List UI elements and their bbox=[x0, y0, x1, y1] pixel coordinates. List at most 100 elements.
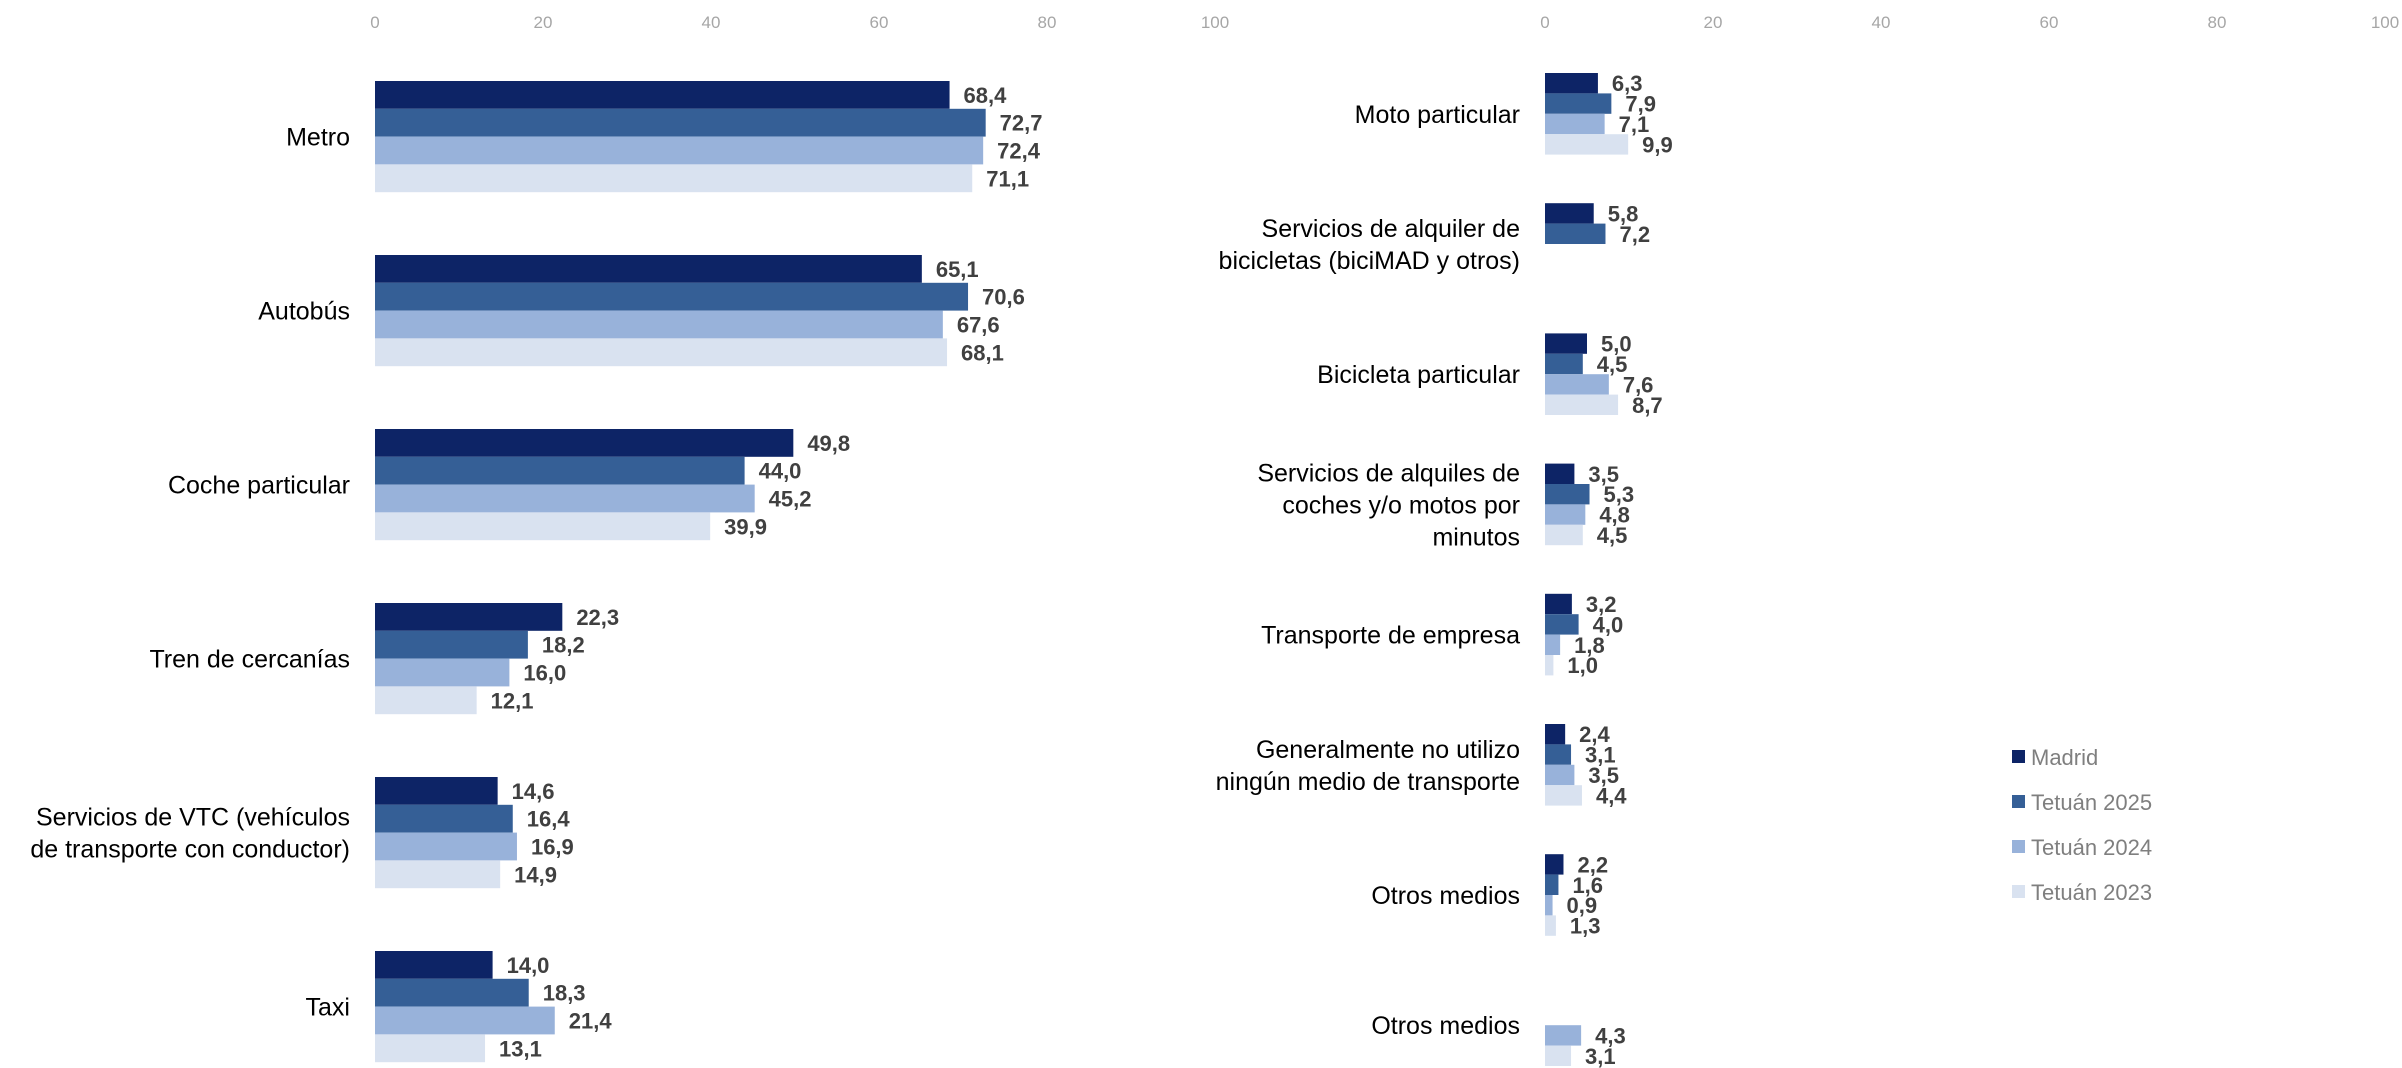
bar bbox=[375, 1034, 486, 1063]
data-label: 1,8 bbox=[1574, 633, 1605, 658]
bar bbox=[1545, 854, 1564, 875]
data-label: 16,9 bbox=[531, 835, 574, 860]
data-label: 6,3 bbox=[1612, 71, 1643, 96]
data-label: 21,4 bbox=[569, 1009, 613, 1034]
x-tick-label: 40 bbox=[702, 13, 721, 32]
bar bbox=[1545, 113, 1605, 135]
data-label: 7,1 bbox=[1619, 112, 1650, 137]
legend-swatch bbox=[2012, 885, 2025, 898]
data-label: 18,2 bbox=[542, 633, 585, 658]
data-label: 18,3 bbox=[543, 981, 586, 1006]
bar bbox=[1545, 353, 1583, 375]
bar bbox=[375, 282, 969, 311]
data-label: 3,5 bbox=[1588, 763, 1619, 788]
bar bbox=[375, 108, 986, 137]
bar bbox=[375, 429, 794, 457]
bar bbox=[375, 136, 984, 165]
bar bbox=[1545, 504, 1586, 525]
data-label: 45,2 bbox=[769, 487, 812, 512]
x-tick-label: 0 bbox=[370, 13, 379, 32]
bar bbox=[375, 456, 745, 485]
data-label: 3,5 bbox=[1588, 462, 1619, 487]
x-tick-label: 20 bbox=[1704, 13, 1723, 32]
x-tick-label: 60 bbox=[870, 13, 889, 32]
bar bbox=[375, 630, 528, 659]
bar bbox=[375, 978, 529, 1007]
data-label: 4,4 bbox=[1596, 783, 1627, 808]
bar bbox=[375, 860, 501, 889]
bar bbox=[1545, 744, 1572, 765]
x-tick-label: 80 bbox=[1038, 13, 1057, 32]
category-label: bicicletas (biciMAD y otros) bbox=[1219, 247, 1520, 275]
bar bbox=[375, 484, 755, 513]
category-label: Moto particular bbox=[1355, 101, 1520, 129]
bar bbox=[1545, 895, 1553, 916]
data-label: 4,0 bbox=[1593, 612, 1624, 637]
bar bbox=[1545, 333, 1587, 354]
legend-swatch bbox=[2012, 840, 2025, 853]
bar bbox=[1545, 374, 1609, 395]
category-label: coches y/o motos por bbox=[1282, 491, 1520, 519]
legend-swatch bbox=[2012, 750, 2025, 763]
data-label: 16,0 bbox=[523, 661, 566, 686]
category-label: Taxi bbox=[306, 994, 350, 1022]
category-label: Servicios de VTC (vehículos bbox=[36, 804, 350, 832]
data-label: 68,1 bbox=[961, 340, 1004, 365]
bar bbox=[375, 338, 948, 367]
data-label: 22,3 bbox=[576, 605, 619, 630]
category-label: Servicios de alquiles de bbox=[1257, 459, 1520, 487]
bar bbox=[1545, 394, 1619, 415]
data-label: 7,9 bbox=[1625, 92, 1656, 117]
category-label: Generalmente no utilizo bbox=[1256, 736, 1520, 764]
data-label: 2,2 bbox=[1577, 852, 1608, 877]
data-label: 14,9 bbox=[514, 862, 557, 887]
data-label: 14,0 bbox=[507, 953, 550, 978]
data-label: 13,1 bbox=[499, 1036, 542, 1061]
data-label: 3,2 bbox=[1586, 592, 1617, 617]
category-label: Otros medios bbox=[1371, 882, 1520, 910]
bar bbox=[1545, 73, 1598, 94]
bar bbox=[1545, 484, 1590, 505]
data-label: 8,7 bbox=[1632, 393, 1663, 418]
category-label: Otros medios bbox=[1371, 1012, 1520, 1040]
data-label: 72,4 bbox=[997, 139, 1041, 164]
legend-label: Tetuán 2023 bbox=[2031, 880, 2152, 905]
data-label: 65,1 bbox=[936, 257, 979, 282]
bar bbox=[375, 777, 498, 805]
bar bbox=[375, 310, 943, 339]
data-label: 4,3 bbox=[1595, 1023, 1626, 1048]
bar bbox=[1545, 915, 1556, 936]
data-label: 49,8 bbox=[807, 431, 850, 456]
x-tick-label: 20 bbox=[534, 13, 553, 32]
bar bbox=[375, 832, 517, 861]
data-label: 3,1 bbox=[1585, 1044, 1616, 1068]
category-label: Metro bbox=[286, 124, 350, 152]
bar bbox=[1545, 785, 1582, 806]
data-label: 0,9 bbox=[1567, 893, 1598, 918]
bar bbox=[375, 603, 563, 631]
bar bbox=[375, 658, 510, 687]
legend-label: Tetuán 2024 bbox=[2031, 835, 2152, 860]
data-label: 7,6 bbox=[1623, 372, 1654, 397]
category-label: Tren de cercanías bbox=[149, 646, 350, 674]
data-label: 4,5 bbox=[1597, 352, 1628, 377]
bar bbox=[375, 255, 922, 283]
bar bbox=[1545, 634, 1561, 655]
category-label: Servicios de alquiler de bbox=[1262, 215, 1520, 243]
data-label: 67,6 bbox=[957, 313, 1000, 338]
bar bbox=[1545, 1045, 1572, 1066]
x-tick-label: 0 bbox=[1540, 13, 1549, 32]
data-label: 1,6 bbox=[1572, 873, 1603, 898]
data-label: 12,1 bbox=[491, 688, 534, 713]
data-label: 7,2 bbox=[1619, 222, 1650, 247]
legend-swatch bbox=[2012, 795, 2025, 808]
data-label: 68,4 bbox=[964, 83, 1008, 108]
bar bbox=[375, 951, 493, 979]
bar bbox=[1545, 134, 1629, 155]
data-label: 5,3 bbox=[1604, 482, 1635, 507]
bar bbox=[1545, 524, 1583, 546]
category-label: Bicicleta particular bbox=[1317, 361, 1520, 389]
bar bbox=[1545, 614, 1579, 635]
data-label: 1,3 bbox=[1570, 914, 1601, 939]
